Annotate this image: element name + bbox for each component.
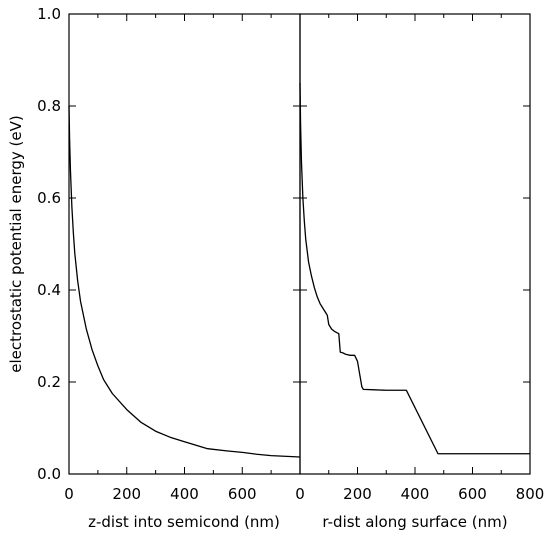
y-tick-label-2: 0.4 bbox=[37, 281, 61, 299]
plot-frames bbox=[68, 13, 531, 475]
y-tick-label-1: 0.2 bbox=[37, 373, 61, 391]
right-x-tick-label-2: 400 bbox=[401, 485, 430, 503]
y-tick-label-4: 0.8 bbox=[37, 97, 61, 115]
x-axis-label-left: z-dist into semicond (nm) bbox=[88, 513, 280, 531]
right-x-tick-label-1: 200 bbox=[343, 485, 372, 503]
y-tick-label-0: 0.0 bbox=[37, 465, 61, 483]
left-x-tick-label-2: 400 bbox=[170, 485, 199, 503]
right-x-tick-label-3: 600 bbox=[458, 485, 487, 503]
y-tick-label-3: 0.6 bbox=[37, 189, 61, 207]
labels-layer: electrostatic potential energy (eV) z-di… bbox=[7, 115, 508, 531]
left-x-tick-label-0: 0 bbox=[64, 485, 74, 503]
right-plot-frame bbox=[299, 13, 531, 475]
y-axis-label: electrostatic potential energy (eV) bbox=[7, 115, 25, 372]
right-x-tick-label-0: 0 bbox=[295, 485, 305, 503]
ticks-layer: 0 200 400 600 0.0 0.2 0.4 0.6 0.8 1.0 0 200 400 600 80… bbox=[37, 5, 544, 503]
left-series-line-0 bbox=[68, 105, 301, 458]
left-x-tick-label-3: 600 bbox=[228, 485, 257, 503]
series-layer bbox=[68, 82, 530, 458]
right-x-tick-label-4: 800 bbox=[516, 485, 545, 503]
left-plot-frame bbox=[68, 13, 301, 475]
y-tick-label-5: 1.0 bbox=[37, 5, 61, 23]
x-axis-label-right: r-dist along surface (nm) bbox=[322, 513, 507, 531]
left-x-tick-label-1: 200 bbox=[112, 485, 141, 503]
right-series-line-0 bbox=[299, 82, 530, 455]
